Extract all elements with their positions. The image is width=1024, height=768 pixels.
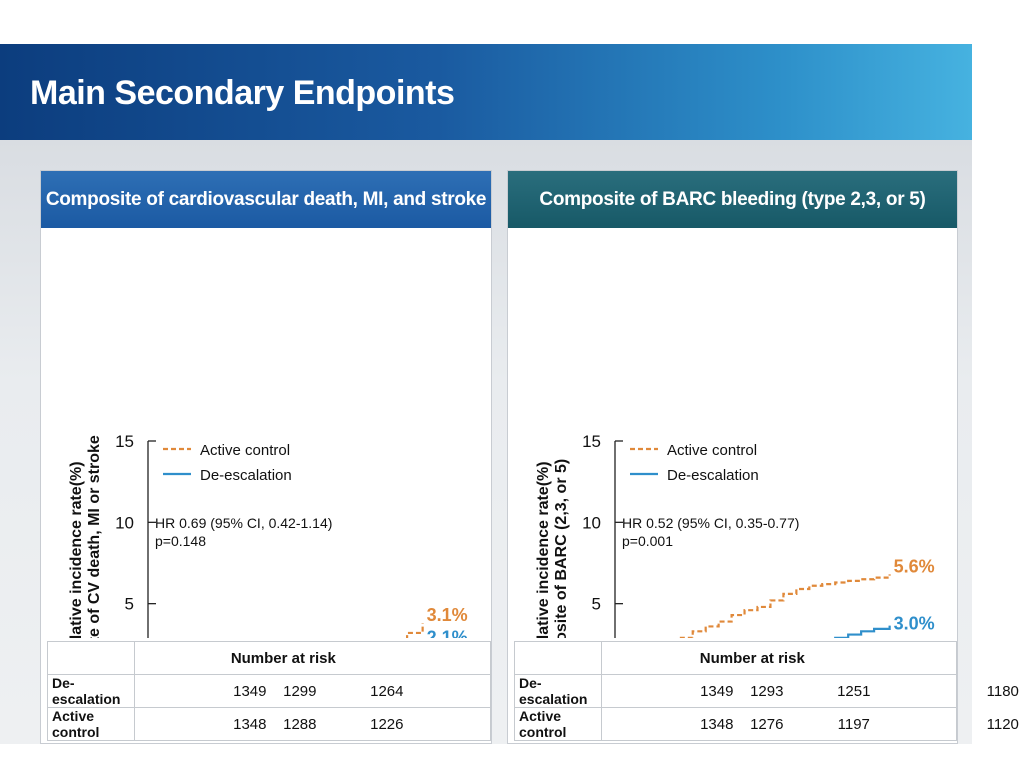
hr-annotation: HR 0.52 (95% CI, 0.35-0.77) bbox=[622, 515, 799, 531]
y-axis-label: Cumulative incidence rate(%) bbox=[68, 461, 85, 638]
risk-value: 1348 bbox=[700, 716, 734, 733]
risk-header-row: Number at risk bbox=[47, 641, 492, 675]
end-label-deescalation: 2.1% bbox=[427, 627, 468, 638]
legend-label-deescalation: De-escalation bbox=[200, 467, 292, 484]
risk-value: 1251 bbox=[837, 683, 871, 700]
risk-value: 1197 bbox=[837, 716, 870, 733]
legend-label-deescalation: De-escalation bbox=[667, 467, 759, 484]
risk-row-deescalation: De-escalation 1349 1299 1264 1201 bbox=[47, 674, 553, 708]
risk-header-row: Number at risk bbox=[514, 641, 958, 675]
risk-row-label: De-escalation bbox=[514, 674, 602, 708]
p-value-annotation: p=0.148 bbox=[155, 533, 206, 549]
cv-km-chart: 05101513612Months from PCICumulative inc… bbox=[68, 432, 468, 638]
risk-value: 1348 bbox=[233, 716, 267, 733]
y-tick-label: 10 bbox=[115, 513, 134, 532]
end-label-active: 5.6% bbox=[894, 556, 935, 576]
risk-value: 1226 bbox=[370, 716, 404, 733]
risk-value: 1299 bbox=[283, 683, 317, 700]
cv-panel-title: Composite of cardiovascular death, MI, a… bbox=[41, 171, 491, 228]
title-banner: Main Secondary Endpoints bbox=[0, 44, 972, 140]
risk-row-label: De-escalation bbox=[47, 674, 135, 708]
y-axis-label-sub: Composite of CV death, MI or stroke bbox=[86, 435, 103, 638]
barc-panel-title: Composite of BARC bleeding (type 2,3, or… bbox=[508, 171, 957, 228]
end-label-active: 3.1% bbox=[427, 605, 468, 625]
legend-label-active: Active control bbox=[667, 442, 757, 459]
cv-risk-table: Number at risk De-escalation 1349 1299 1… bbox=[47, 641, 553, 741]
risk-value: 1349 bbox=[700, 683, 734, 700]
y-tick-label: 5 bbox=[125, 595, 134, 614]
cv-endpoint-panel: Composite of cardiovascular death, MI, a… bbox=[40, 170, 553, 744]
page-title: Main Secondary Endpoints bbox=[30, 74, 455, 112]
y-tick-label: 15 bbox=[582, 432, 601, 451]
risk-row-active: Active control 1348 1276 1197 1120 bbox=[514, 707, 1019, 741]
y-axis-label-sub: Composite of BARC (2,3, or 5) bbox=[553, 459, 570, 638]
risk-value: 1264 bbox=[370, 683, 404, 700]
series-line-active bbox=[678, 574, 891, 638]
y-tick-label: 5 bbox=[592, 595, 601, 614]
y-axis-label: Cumulative incidence rate(%) bbox=[535, 461, 552, 638]
series-line-deescalation bbox=[834, 625, 891, 638]
risk-value: 1120 bbox=[986, 716, 1019, 733]
barc-km-chart: 05101513612Months from PCICumulative inc… bbox=[535, 432, 935, 638]
series-line-active bbox=[405, 623, 424, 638]
risk-header: Number at risk bbox=[230, 649, 336, 667]
risk-value: 1288 bbox=[283, 716, 317, 733]
risk-value: 1293 bbox=[750, 683, 784, 700]
y-tick-label: 15 bbox=[115, 432, 134, 451]
barc-endpoint-panel: Composite of BARC bleeding (type 2,3, or… bbox=[507, 170, 1019, 744]
y-tick-label: 10 bbox=[582, 513, 601, 532]
risk-value: 1349 bbox=[233, 683, 267, 700]
risk-row-deescalation: De-escalation 1349 1293 1251 1180 bbox=[514, 674, 1019, 708]
risk-value: 1180 bbox=[986, 683, 1019, 700]
risk-row-active: Active control 1348 1288 1226 1147 bbox=[47, 707, 552, 741]
barc-risk-table: Number at risk De-escalation 1349 1293 1… bbox=[514, 641, 1019, 741]
legend-label-active: Active control bbox=[200, 442, 290, 459]
end-label-deescalation: 3.0% bbox=[894, 614, 935, 634]
risk-row-label: Active control bbox=[514, 707, 602, 741]
p-value-annotation: p=0.001 bbox=[622, 533, 673, 549]
risk-header: Number at risk bbox=[699, 649, 805, 667]
risk-row-label: Active control bbox=[47, 707, 135, 741]
hr-annotation: HR 0.69 (95% CI, 0.42-1.14) bbox=[155, 515, 332, 531]
risk-value: 1276 bbox=[750, 716, 784, 733]
